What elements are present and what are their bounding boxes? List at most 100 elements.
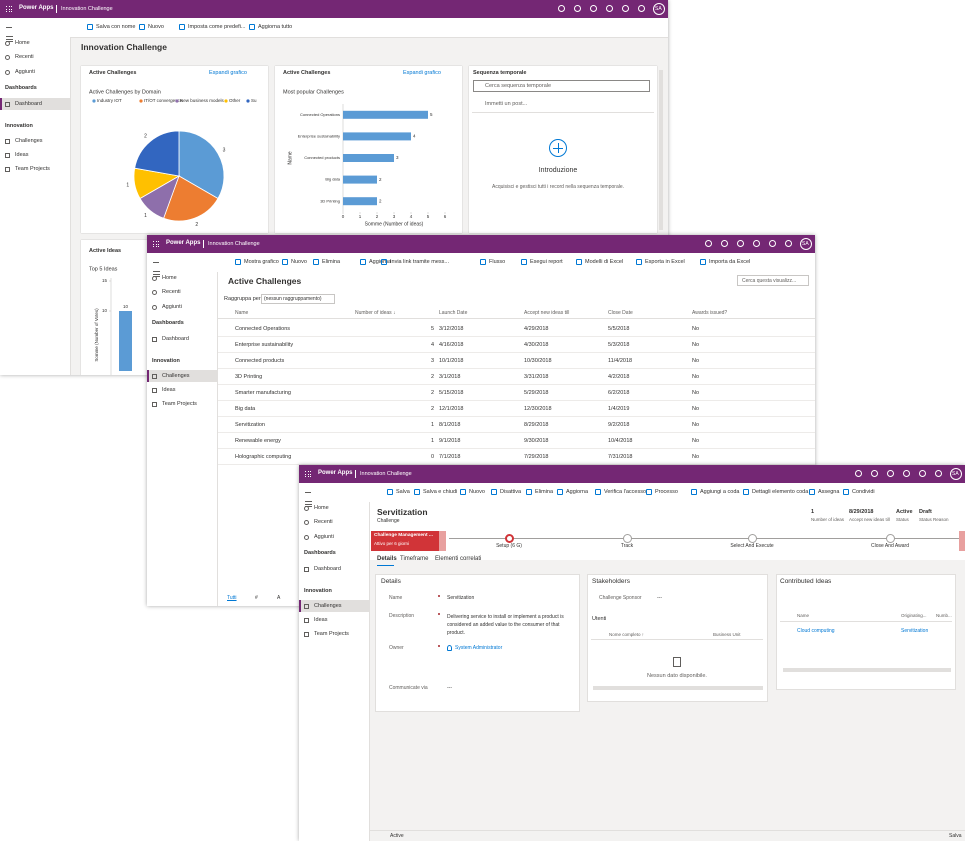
stage[interactable]: Track	[620, 543, 634, 549]
command[interactable]: Assegna	[818, 489, 840, 496]
waffle-dot	[155, 246, 157, 248]
cell[interactable]: Connected Operations	[235, 325, 291, 332]
column-header[interactable]: Close Date	[608, 310, 633, 316]
search-placeholder[interactable]: Cerca questa visualizz...	[742, 277, 797, 284]
cell[interactable]: Servitization	[235, 421, 265, 428]
command[interactable]: Salva e chiudi	[423, 489, 458, 496]
command[interactable]: Elimina	[535, 489, 554, 496]
nav-item[interactable]: Dashboard	[162, 335, 189, 342]
stage[interactable]: Close And Award	[871, 543, 909, 549]
row-divider	[218, 336, 815, 337]
stage-marker	[622, 533, 632, 543]
nav-item[interactable]: Recenti	[162, 288, 181, 295]
nav-item[interactable]: Team Projects	[162, 400, 197, 407]
nav-item[interactable]: Aggiunti	[314, 533, 334, 540]
nav-item[interactable]: Ideas	[15, 151, 29, 158]
avatar-initials: SA	[952, 471, 959, 477]
command[interactable]: Invia link tramite mess...	[390, 259, 449, 266]
nav-item[interactable]: Aggiunti	[15, 68, 35, 75]
command[interactable]: Disattiva	[500, 489, 522, 496]
jump-bar[interactable]: A	[277, 595, 281, 601]
command[interactable]: Modelli di Excel	[585, 259, 624, 266]
command[interactable]: Dettagli elemento coda	[752, 489, 809, 496]
tab[interactable]: Details	[377, 556, 397, 563]
command[interactable]: Salva	[396, 489, 410, 496]
stage[interactable]: Setup (6 G)	[496, 543, 522, 549]
command[interactable]: Salva con nome	[96, 24, 136, 31]
jump-bar[interactable]: #	[255, 595, 258, 601]
command[interactable]: Elimina	[322, 259, 341, 266]
cell[interactable]: 3D Printing	[235, 373, 263, 380]
nav-item[interactable]: Team Projects	[314, 630, 349, 637]
column-header[interactable]: Name	[797, 613, 810, 619]
command[interactable]: Nuovo	[291, 259, 307, 266]
stage[interactable]: Select And Execute	[730, 543, 774, 549]
scrollbar	[593, 686, 763, 690]
command[interactable]: Importa da Excel	[709, 259, 751, 266]
cell[interactable]: Smarter manufacturing	[235, 389, 291, 396]
command[interactable]: Aggiorna	[566, 489, 589, 496]
column-header[interactable]: Business Unit	[713, 632, 741, 638]
nav-item[interactable]: Home	[15, 39, 30, 46]
expand-chart[interactable]: Espandi grafico	[209, 69, 247, 76]
cell[interactable]: Enterprise sustainability	[235, 341, 294, 348]
group-value[interactable]: (nessun raggruppamento)	[264, 296, 322, 302]
column-header[interactable]: Number of ideas ↓	[355, 310, 396, 316]
cell[interactable]: Connected products	[235, 357, 285, 364]
nav-item[interactable]: Team Projects	[15, 165, 50, 172]
column-header[interactable]: Name	[235, 310, 249, 316]
nav-item[interactable]: Aggiunti	[162, 303, 182, 310]
nav-item[interactable]: Challenges	[15, 137, 43, 144]
nav-item[interactable]: Dashboard	[314, 565, 341, 572]
process-name: Challenge Management ...	[374, 533, 433, 539]
command[interactable]: Flusso	[489, 259, 506, 266]
column-header[interactable]: Originating...	[901, 613, 927, 619]
nav-item[interactable]: Home	[314, 504, 329, 511]
challenge-link[interactable]: Servitization	[901, 628, 929, 634]
command[interactable]: Processo	[655, 489, 678, 496]
nav-item[interactable]: Ideas	[162, 386, 176, 393]
column-header[interactable]: Numb...	[936, 613, 952, 619]
command[interactable]: Aggiorna	[369, 259, 392, 266]
cell[interactable]: Holographic computing	[235, 453, 292, 460]
command[interactable]: Condividi	[852, 489, 875, 496]
nav-item[interactable]: Recenti	[314, 518, 333, 525]
command[interactable]: Esporta in Excel	[645, 259, 685, 266]
idea-link[interactable]: Cloud computing	[797, 628, 835, 634]
command[interactable]: Nuovo	[148, 24, 164, 31]
expand-chart[interactable]: Espandi grafico	[403, 69, 441, 76]
command[interactable]: Aggiorna tutto	[258, 24, 293, 31]
column-header[interactable]: Awards issued?	[692, 310, 728, 316]
command[interactable]: Imposta come predefi...	[188, 24, 246, 31]
command[interactable]: Nuovo	[469, 489, 485, 496]
nav-item[interactable]: Challenges	[314, 602, 342, 609]
nav-item[interactable]: Challenges	[162, 372, 190, 379]
nav-item[interactable]: Dashboard	[15, 100, 42, 107]
column-header[interactable]: Accept new ideas till	[524, 310, 570, 316]
owner-link[interactable]: System Administrator	[455, 645, 503, 651]
column-header[interactable]: Launch Date	[439, 310, 468, 316]
nav-item[interactable]: Ideas	[314, 616, 328, 623]
view-title[interactable]: Active Challenges	[228, 275, 302, 286]
tab[interactable]: Elementi correlati	[435, 556, 482, 563]
post-input[interactable]: Immetti un post...	[485, 100, 528, 107]
nav-item[interactable]: Recenti	[15, 53, 34, 60]
command[interactable]: Verifica l'accesso	[604, 489, 647, 496]
waffle-dot	[155, 241, 157, 243]
column-header[interactable]: Nome completo ↑	[609, 632, 645, 638]
header-value: 1	[811, 508, 815, 515]
waffle-dot	[158, 241, 160, 243]
command[interactable]: Esegui report	[530, 259, 563, 266]
nav-item[interactable]: Home	[162, 274, 177, 281]
cell[interactable]: Big data	[235, 405, 256, 412]
cell: 4/2/2018	[608, 373, 630, 380]
search-placeholder[interactable]: Cerca sequenza temporale	[485, 82, 552, 89]
tab[interactable]: Timeframe	[400, 556, 429, 563]
header-icon	[785, 240, 792, 247]
save-status[interactable]: Salva	[949, 833, 962, 839]
cell[interactable]: Renewable energy	[235, 437, 281, 444]
command[interactable]: Aggiungi a coda	[700, 489, 740, 496]
dashboard-title[interactable]: Innovation Challenge	[81, 41, 167, 52]
jump-bar[interactable]: Tutti	[227, 595, 237, 601]
command[interactable]: Mostra grafico	[244, 259, 279, 266]
